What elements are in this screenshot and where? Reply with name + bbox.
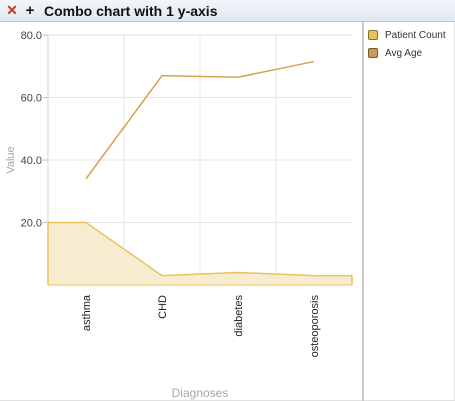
chart-legend: Patient Count Avg Age [368,26,455,62]
chart-area: 80.0 60.0 40.0 20.0 asthma CHD diabetes osteopo… [0,22,363,401]
x-tick-label: osteoporosis [309,295,321,358]
x-tick-label: diabetes [233,295,245,337]
area-line-patient-count [48,221,352,277]
x-axis-title: Diagnoses [172,386,229,400]
y-axis-title: Value [5,146,17,173]
legend-item[interactable]: Patient Count [368,26,455,44]
y-tick-label: 60.0 [21,93,42,105]
y-tick-label: 80.0 [21,30,42,42]
legend-item[interactable]: Avg Age [368,44,455,62]
x-tick-label: CHD [157,295,169,319]
area-fill-patient-count [48,222,352,285]
legend-label: Avg Age [385,47,423,59]
x-tick-label: asthma [81,294,93,331]
title-bar: ✕ + Combo chart with 1 y-axis [0,0,455,22]
close-icon[interactable]: ✕ [6,2,18,18]
legend-swatch [368,48,378,58]
legend-splitter[interactable] [362,22,364,401]
y-tick-label: 40.0 [21,155,42,167]
combo-chart: 80.0 60.0 40.0 20.0 asthma CHD diabetes osteopo… [5,30,353,400]
add-icon[interactable]: + [25,2,35,19]
line-avg-age [85,60,315,180]
legend-label: Patient Count [385,29,446,41]
y-tick-label: 20.0 [21,218,42,230]
chart-window-title: Combo chart with 1 y-axis [44,2,218,19]
legend-swatch [368,30,378,40]
